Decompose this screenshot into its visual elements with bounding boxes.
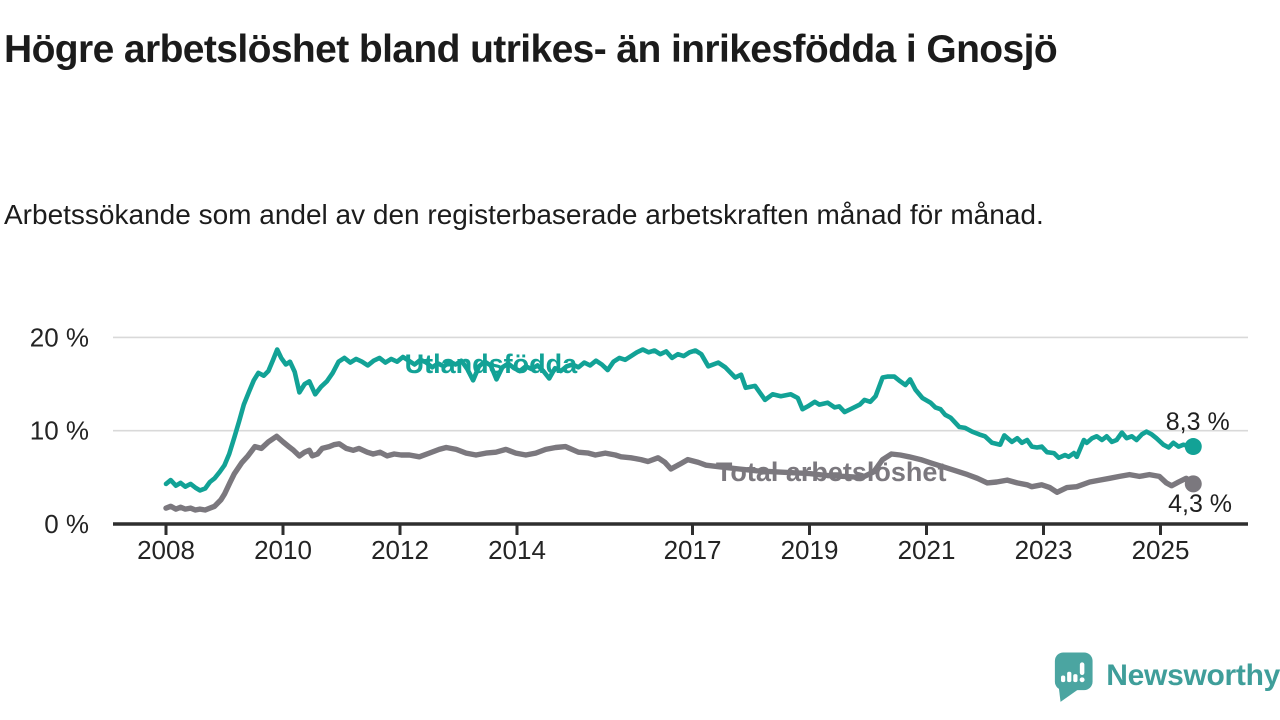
series-line-total — [163, 433, 1196, 513]
y-tick-label-0: 0 % — [44, 509, 89, 539]
series-label-utlandsfodda: Utlandsfödda — [405, 349, 578, 379]
x-tick-label-2008: 2008 — [137, 535, 195, 565]
newsworthy-logo-text: Newsworthy — [1106, 659, 1280, 692]
series-end-dot-utlandsfodda — [1184, 438, 1202, 456]
x-tick-label-2017: 2017 — [664, 535, 722, 565]
x-tick-label-2021: 2021 — [898, 535, 956, 565]
series-line-utlandsfodda — [163, 347, 1196, 493]
y-tick-label-10: 10 % — [30, 416, 89, 446]
branding: Newsworthy — [1053, 646, 1280, 706]
series-end-dot-total — [1184, 475, 1202, 493]
x-tick-label-2014: 2014 — [488, 535, 546, 565]
x-tick-label-2019: 2019 — [781, 535, 839, 565]
page-title: Högre arbetslöshet bland utrikes- än inr… — [4, 28, 1058, 71]
series-label-total: Total arbetslöshet — [716, 457, 947, 487]
newsworthy-logo-icon — [1054, 652, 1093, 702]
y-tick-label-20: 20 % — [30, 322, 89, 352]
x-tick-label-2025: 2025 — [1132, 535, 1190, 565]
end-value-label-utlandsfodda: 8,3 % — [1166, 408, 1230, 436]
x-tick-label-2010: 2010 — [254, 535, 312, 565]
x-tick-label-2023: 2023 — [1015, 535, 1073, 565]
end-value-label-total: 4,3 % — [1168, 490, 1232, 518]
x-tick-label-2012: 2012 — [371, 535, 429, 565]
page-subtitle: Arbetssökande som andel av den registerb… — [4, 199, 1044, 230]
